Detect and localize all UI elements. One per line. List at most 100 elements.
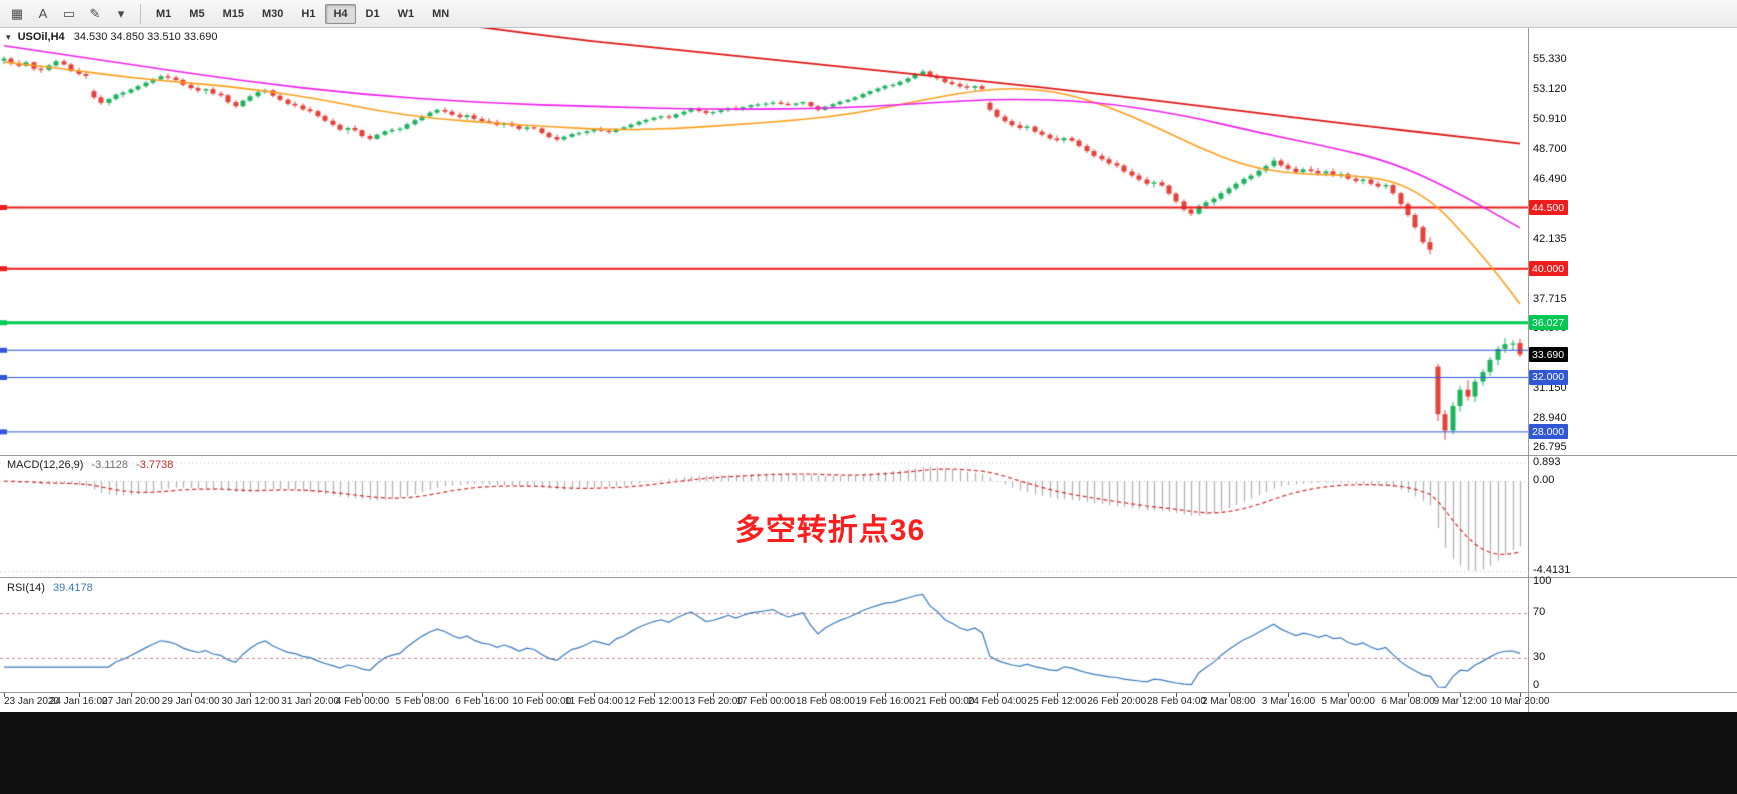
time-axis-tick	[944, 693, 946, 697]
draw-tool-caret-icon[interactable]: ▾	[117, 5, 125, 21]
draw-tool-icon[interactable]: ✎	[89, 5, 101, 21]
time-axis-label: 5 Feb 08:00	[395, 696, 449, 707]
time-axis-tick	[1520, 693, 1521, 697]
time-axis-label: 2 Mar 08:00	[1202, 696, 1256, 707]
time-axis-tick	[765, 693, 767, 697]
time-axis-label: 24 Jan 16:00	[49, 696, 108, 707]
macd-tick-label: 0.00	[1533, 474, 1555, 487]
time-axis-tick	[1348, 693, 1350, 697]
time-axis-tick	[653, 693, 655, 697]
time-axis-label: 19 Feb 16:00	[855, 696, 915, 707]
timeframe-mn-button[interactable]: MN	[432, 7, 450, 20]
macd-panel-divider[interactable]	[0, 455, 1737, 456]
price-tick-label: 48.700	[1533, 143, 1567, 156]
price-line-badge: 44.500	[1529, 200, 1569, 215]
timeframe-m1-button[interactable]: M1	[156, 7, 172, 20]
timeframe-h1-button[interactable]: H1	[301, 7, 316, 20]
time-axis-label: 25 Feb 12:00	[1027, 696, 1087, 707]
time-axis-tick	[541, 693, 543, 697]
timeframe-m15-button[interactable]: M15	[222, 7, 244, 20]
macd-tick-label: -4.4131	[1533, 563, 1571, 576]
rsi-tick-label: 0	[1533, 679, 1540, 691]
price-tick-label: 50.910	[1533, 113, 1567, 126]
price-tick-label: 31.150	[1533, 382, 1567, 395]
time-axis-tick	[1460, 693, 1462, 697]
time-axis-label: 6 Mar 08:00	[1381, 696, 1435, 707]
main-price-chart-canvas[interactable]	[0, 28, 1528, 455]
time-axis-tick	[481, 693, 483, 697]
timeframe-m30-button[interactable]: M30	[261, 7, 284, 20]
time-axis-tick	[593, 693, 595, 697]
time-axis-label: 6 Feb 16:00	[455, 696, 509, 707]
price-tick-label: 55.330	[1533, 53, 1567, 66]
time-axis-tick	[310, 693, 312, 697]
text-tool-icon[interactable]: A	[38, 6, 48, 21]
timeframe-h4-button[interactable]: H4	[325, 3, 356, 24]
macd-indicator-label: MACD(12,26,9) -3.1128 -3.7738	[7, 459, 178, 471]
time-axis-label: 10 Feb 00:00	[512, 696, 572, 707]
time-axis-label: 28 Feb 04:00	[1147, 696, 1206, 707]
time-axis-tick	[1407, 693, 1409, 697]
time-axis-tick	[1176, 693, 1178, 697]
timeframe-w1-button[interactable]: W1	[397, 7, 415, 20]
rsi-value: 39.4178	[52, 582, 93, 594]
time-axis-tick	[713, 693, 715, 697]
time-axis-tick	[997, 693, 999, 697]
time-axis-label: 3 Mar 16:00	[1261, 696, 1316, 707]
time-axis-label: 17 Feb 00:00	[736, 696, 796, 707]
toolbar-separator	[140, 3, 141, 24]
time-axis-tick	[1228, 693, 1230, 697]
time-axis-label: 18 Feb 08:00	[796, 696, 855, 707]
time-axis-tick	[1116, 693, 1118, 697]
rsi-indicator-canvas[interactable]	[0, 579, 1528, 692]
price-line-badge: 28.000	[1529, 424, 1569, 440]
current-price-badge: 33.690	[1529, 347, 1569, 362]
macd-indicator-canvas[interactable]	[0, 456, 1528, 576]
chart-grid-tool-icon[interactable]: ▦	[10, 5, 24, 21]
time-axis-label: 29 Jan 04:00	[161, 696, 220, 707]
time-axis-label: 23 Jan 2020	[4, 696, 60, 707]
macd-tick-label: 0.893	[1533, 456, 1561, 468]
macd-signal-value: -3.7738	[136, 459, 174, 471]
time-axis-label: 13 Feb 20:00	[683, 696, 743, 707]
time-axis-label: 4 Feb 00:00	[335, 696, 390, 707]
chart-window: ▾ USOil,H4 34.530 34.850 33.510 33.690 M…	[0, 28, 1737, 712]
price-tick-label: 28.940	[1533, 412, 1567, 425]
shape-tool-icon[interactable]: ▭	[62, 5, 76, 21]
time-axis-tick	[190, 693, 192, 697]
rsi-name: RSI(14)	[7, 582, 45, 594]
time-axis-label: 24 Feb 04:00	[967, 696, 1027, 707]
timeframe-button-group: M1 M5 M15 M30 H1 H4 D1 W1 MN	[147, 3, 458, 24]
time-axis-label: 30 Jan 12:00	[221, 696, 280, 707]
rsi-panel-divider[interactable]	[0, 577, 1737, 578]
time-axis-divider	[0, 692, 1737, 693]
tool-button-group: ▦ A ▭ ✎ ▾	[4, 2, 134, 26]
time-axis-label: 27 Jan 20:00	[102, 696, 160, 707]
price-tick-label: 46.490	[1533, 173, 1567, 186]
time-axis-label: 11 Feb 04:00	[564, 696, 624, 707]
time-axis-label: 21 Feb 00:00	[915, 696, 975, 707]
time-axis-tick	[1288, 693, 1290, 697]
time-axis-tick	[1056, 693, 1058, 697]
collapse-chart-icon[interactable]: ▾	[6, 32, 11, 42]
price-line-badge: 32.000	[1529, 369, 1569, 385]
price-line-badge: 36.027	[1529, 315, 1569, 331]
macd-name: MACD(12,26,9)	[7, 459, 84, 471]
timeframe-d1-button[interactable]: D1	[365, 7, 380, 20]
price-tick-label: 53.120	[1533, 83, 1567, 96]
time-axis-tick	[885, 693, 887, 697]
time-axis-tick	[78, 693, 80, 697]
price-line-badge: 40.000	[1529, 261, 1569, 277]
time-axis-label: 10 Mar 20:00	[1490, 696, 1550, 707]
timeframe-m5-button[interactable]: M5	[189, 7, 205, 20]
rsi-tick-label: 100	[1533, 575, 1552, 587]
time-axis-label: 12 Feb 12:00	[624, 696, 684, 707]
price-scale-border	[1528, 28, 1529, 712]
time-axis-label: 26 Feb 20:00	[1087, 696, 1147, 707]
time-axis-tick	[422, 693, 424, 697]
time-axis-tick	[825, 693, 827, 697]
time-axis-tick	[250, 693, 252, 697]
macd-main-value: -3.1128	[91, 459, 128, 471]
annotation-text: 多空转折点36	[734, 514, 926, 547]
